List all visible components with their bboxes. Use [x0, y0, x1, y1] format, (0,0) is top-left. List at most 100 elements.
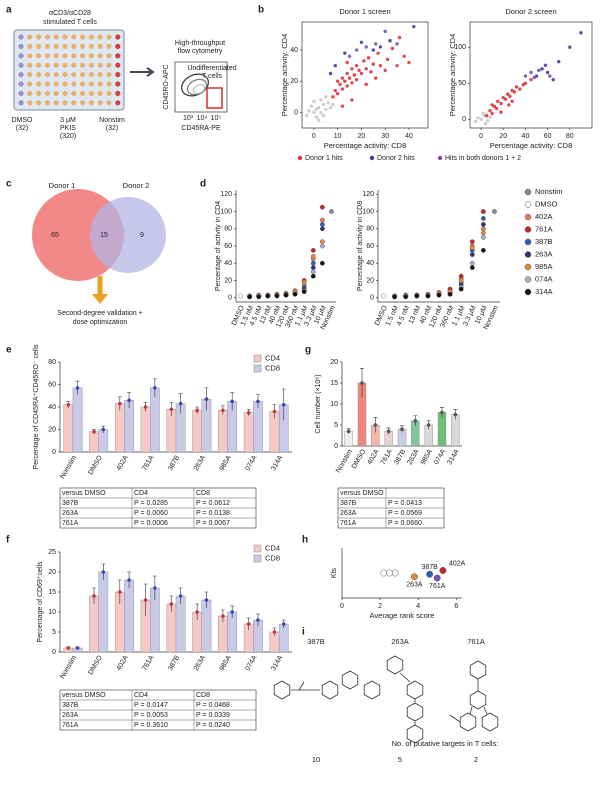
table-header: CD4: [134, 490, 148, 497]
point: [510, 99, 514, 104]
y-tick-label: 50: [458, 80, 466, 87]
y-tick-label: 20: [224, 277, 232, 284]
well: [18, 90, 24, 96]
well: [62, 53, 68, 59]
y-tick-label: 80: [48, 359, 56, 366]
point: [357, 68, 361, 73]
y-tick-label: 60: [366, 243, 374, 250]
table-cell: 263A: [340, 510, 357, 517]
group-label: (320): [60, 133, 76, 140]
y-tick-label: 100: [362, 208, 374, 215]
point: [506, 92, 510, 96]
table-cell: P = 0.0612: [196, 500, 230, 507]
table-cell: 387B: [62, 500, 79, 507]
mean-dot: [143, 598, 148, 602]
x-tick-label: 30: [381, 133, 389, 140]
point: [328, 71, 333, 76]
y-tick-label: 100: [220, 208, 232, 215]
point: [532, 75, 537, 80]
x-tick-label: 6: [454, 603, 458, 610]
well: [106, 62, 112, 68]
point-label: 263A: [406, 582, 423, 589]
well: [18, 100, 24, 106]
note: Second-degree validation +: [57, 310, 142, 317]
legend-swatch: [524, 213, 532, 221]
dot: [310, 253, 316, 259]
well: [18, 43, 24, 50]
mean-dot: [101, 570, 106, 574]
panel-letter: f: [6, 535, 10, 546]
targets-count: 2: [474, 755, 478, 764]
mean-dot: [246, 410, 251, 415]
point: [364, 45, 368, 49]
y-tick-label: 10: [48, 609, 56, 616]
table-cell: P = 0.0147: [134, 702, 168, 709]
well: [71, 81, 77, 87]
legend-swatch: [297, 155, 303, 161]
dot: [310, 260, 316, 266]
dot: [319, 226, 325, 232]
gate: [206, 87, 223, 109]
flow-title: flow cytometry: [178, 48, 223, 55]
x-tick-label: 074A: [244, 454, 258, 472]
y-tick-label: 0: [334, 443, 338, 450]
panel-letter: i: [302, 627, 305, 638]
table-cell: P = 0.0413: [388, 500, 422, 507]
dot: [319, 217, 325, 223]
point: [307, 109, 311, 113]
point: [319, 98, 323, 102]
venn-set: [90, 197, 166, 273]
mean-dot: [400, 427, 404, 432]
dot: [480, 234, 486, 240]
mean-dot: [178, 594, 183, 598]
well: [27, 90, 33, 96]
bar: [150, 387, 160, 453]
mean-dot: [66, 646, 71, 650]
x-tick-label: Nonstim: [59, 654, 78, 680]
legend-swatch: [437, 155, 443, 161]
table-header: versus DMSO: [62, 490, 106, 497]
well: [18, 81, 24, 87]
well: [115, 72, 121, 78]
point: [364, 82, 368, 87]
y-tick-label: 0: [228, 295, 232, 302]
table-header: versus DMSO: [62, 692, 106, 699]
legend-swatch: [524, 226, 532, 233]
point: [359, 71, 364, 76]
point: [488, 115, 492, 119]
well: [80, 100, 86, 106]
point: [548, 74, 552, 78]
table-cell: P = 0.0053: [134, 712, 168, 719]
flow-tick: 10⁴: [197, 115, 208, 122]
point: [312, 110, 316, 115]
point: [345, 84, 349, 88]
legend-label: Donor 1 hits: [305, 155, 343, 162]
dot: [256, 294, 262, 300]
bond: [481, 712, 499, 732]
point: [321, 102, 326, 107]
point: [557, 59, 561, 64]
point: [514, 85, 519, 89]
well: [53, 81, 59, 87]
y-tick-label: 20: [366, 277, 374, 284]
point: [316, 118, 321, 122]
well: [88, 72, 94, 78]
bar: [140, 406, 151, 453]
plate: [13, 29, 125, 111]
point: [314, 107, 318, 111]
well: [18, 72, 24, 78]
well: [80, 34, 86, 40]
bond: [363, 680, 381, 700]
dot: [310, 265, 316, 270]
arrow: [130, 67, 155, 77]
point: [347, 54, 352, 58]
axes: [377, 190, 500, 303]
mean-dot: [221, 408, 225, 413]
y-axis-label: Kts: [331, 567, 338, 578]
mean-dot: [346, 429, 351, 434]
well: [27, 34, 33, 40]
well: [115, 100, 121, 106]
compound-name: 387B: [307, 637, 325, 646]
mean-dot: [143, 405, 148, 409]
bar: [124, 579, 134, 653]
